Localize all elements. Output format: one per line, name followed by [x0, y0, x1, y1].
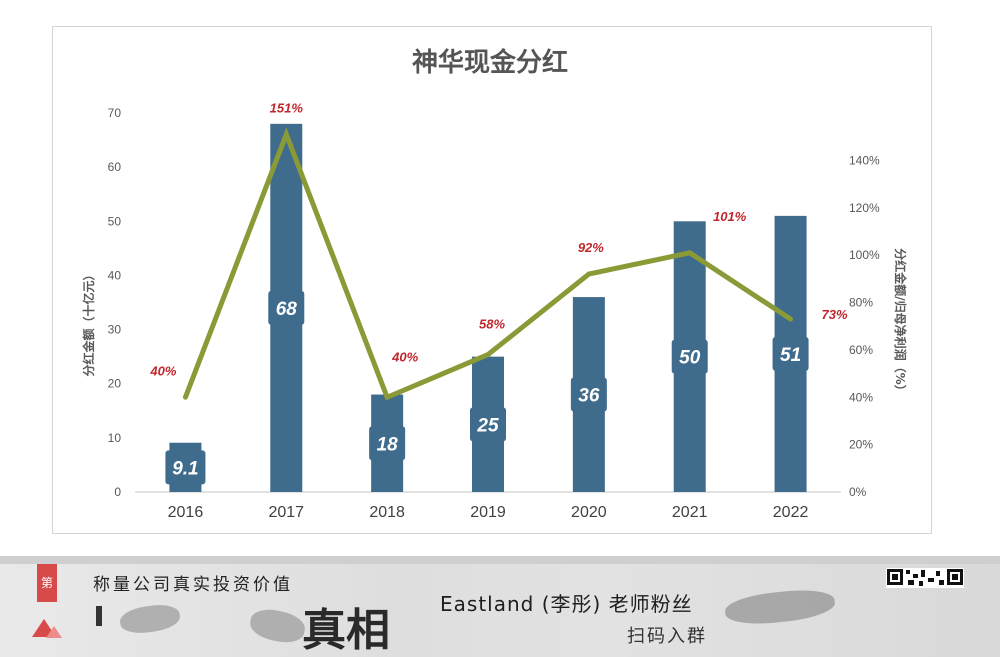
bar-label-box: [772, 336, 809, 371]
left-y-tick-label: 0: [114, 485, 121, 499]
ratio-point: [485, 352, 491, 358]
line-data-label: 92%: [578, 240, 604, 255]
right-y-tick-label: 40%: [849, 390, 873, 404]
right-y-tick-label: 0%: [849, 485, 867, 499]
brush-stroke: [247, 605, 308, 647]
right-y-tick-label: 120%: [849, 201, 880, 215]
left-y-tick-label: 30: [108, 323, 122, 337]
banner-stripe: [0, 556, 1000, 564]
chart-frame: 神华现金分红 0 10 20 30 40 50 60 70 0% 20% 40% 60% 80% 100%…: [52, 26, 932, 534]
bar-data-label: 36: [578, 386, 600, 407]
left-y-tick-label: 50: [108, 214, 122, 228]
ratio-point: [687, 250, 693, 256]
right-y-tick-label: 20%: [849, 438, 873, 452]
left-y-tick-label: 40: [108, 268, 122, 282]
bar-data-label: 68: [276, 299, 298, 320]
qr-code-icon[interactable]: [886, 568, 964, 588]
line-data-label: 73%: [822, 307, 848, 322]
line-data-label: 40%: [391, 349, 418, 364]
bar-label-box: [470, 407, 506, 442]
x-tick-label: 2017: [268, 504, 304, 521]
red-tab: 第: [37, 564, 57, 602]
bar-label-box: [671, 339, 708, 374]
brush-stroke: [723, 586, 837, 628]
x-tick-label: 2020: [571, 504, 607, 521]
right-y-tick-label: 100%: [849, 248, 880, 262]
right-y-tick-label: 60%: [849, 343, 873, 357]
x-tick-label: 2022: [773, 504, 809, 521]
right-y-tick-label: 140%: [849, 153, 880, 167]
banner-big-title: 真相: [302, 605, 390, 656]
bar-data-label: 18: [377, 434, 399, 455]
bar-data-label: 50: [679, 348, 701, 369]
combo-chart: 神华现金分红 0 10 20 30 40 50 60 70 0% 20% 40% 60% 80% 100%…: [81, 47, 908, 521]
footer-banner: 第 称量公司真实投资价值 真相 Eastland (李彤) 老师粉丝 扫码入群: [0, 556, 1000, 657]
brush-stroke: [118, 601, 182, 637]
right-y-tick-label: 80%: [849, 296, 873, 310]
left-y-tick-label: 60: [108, 160, 122, 174]
left-y-axis-title: 分红金额（十亿元）: [81, 268, 96, 376]
bar-label-box: [570, 377, 607, 412]
line-data-label: 58%: [479, 317, 505, 332]
bar-label-box: [268, 290, 305, 325]
bar-data-label: 25: [476, 415, 499, 436]
left-y-tick-label: 20: [108, 377, 122, 391]
left-y-tick-label: 10: [108, 431, 122, 445]
ratio-point: [182, 394, 188, 400]
banner-divider: [96, 606, 102, 626]
x-tick-label: 2019: [470, 504, 506, 521]
chart-title: 神华现金分红: [412, 47, 568, 78]
banner-fan-text: Eastland (李彤) 老师粉丝: [440, 592, 693, 616]
bar-label-box: [165, 450, 206, 485]
bar-data-label: 51: [780, 345, 801, 366]
banner-scan-text: 扫码入群: [627, 626, 707, 647]
ratio-point: [283, 131, 289, 137]
red-mark-small-icon: [46, 626, 62, 638]
line-data-label: 151%: [270, 100, 304, 115]
left-y-tick-label: 70: [108, 106, 122, 120]
line-data-label: 101%: [713, 209, 747, 224]
ratio-point: [586, 271, 592, 277]
line-data-label: 40%: [149, 363, 176, 378]
bar-label-box: [369, 426, 406, 461]
banner-slogan: 称量公司真实投资价值: [93, 575, 293, 595]
ratio-point: [384, 394, 390, 400]
x-tick-label: 2021: [672, 504, 708, 521]
x-tick-label: 2018: [369, 504, 405, 521]
ratio-point: [788, 316, 794, 322]
bar-data-label: 9.1: [172, 458, 198, 479]
x-tick-label: 2016: [168, 504, 204, 521]
right-y-axis-title: 分红金额/归母净利润（%）: [893, 248, 908, 396]
